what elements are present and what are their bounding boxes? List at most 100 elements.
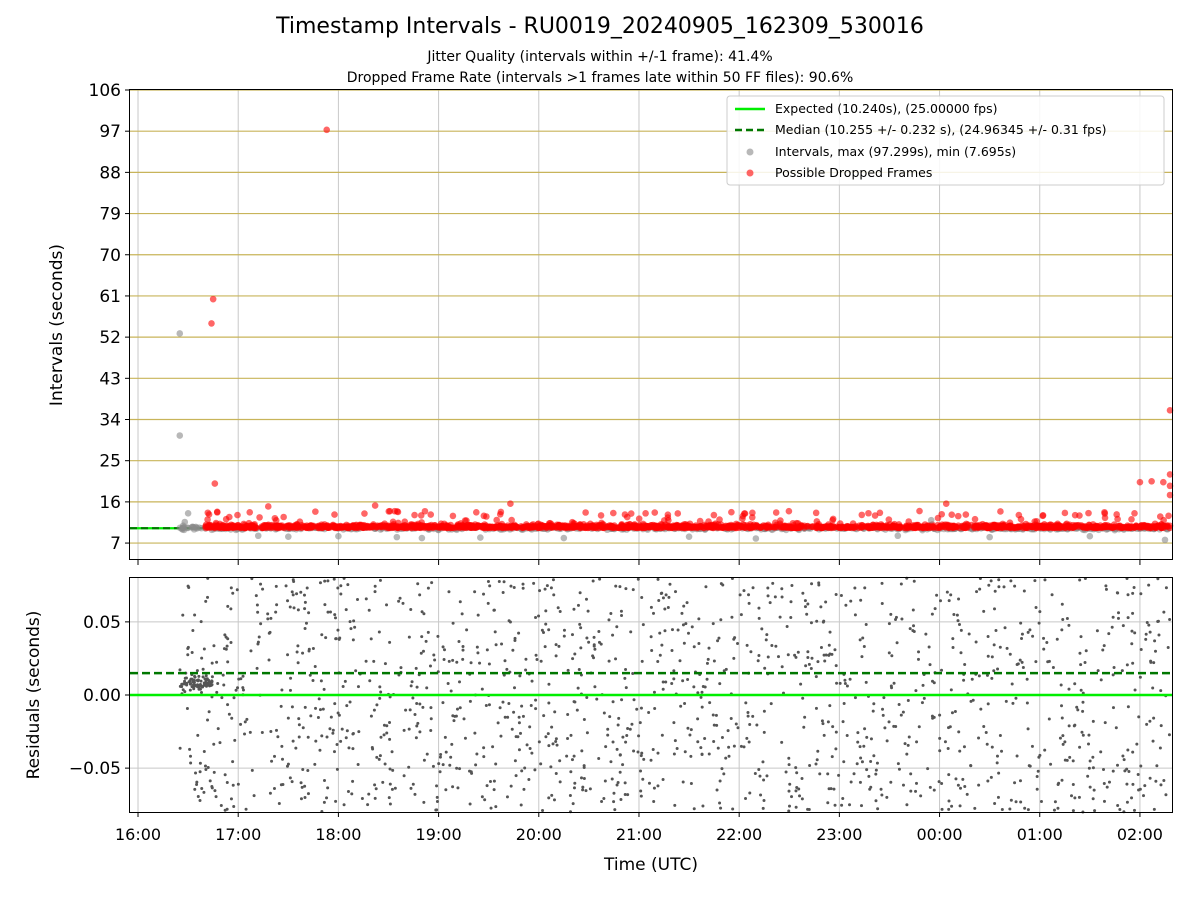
residual-point [858, 638, 862, 642]
residual-point [409, 684, 413, 688]
residual-point [318, 708, 322, 712]
residual-point [204, 767, 208, 771]
residual-point [986, 634, 990, 638]
residual-point [546, 732, 550, 736]
residual-point [683, 750, 687, 754]
residual-point [1121, 624, 1125, 628]
residual-point [660, 733, 664, 737]
residual-point [642, 757, 646, 761]
residual-point [1151, 739, 1155, 743]
residual-point [903, 742, 907, 746]
residual-point [639, 754, 643, 758]
residual-point [778, 615, 782, 619]
residual-point [1137, 715, 1141, 719]
dropped-frame-point [549, 523, 557, 531]
residual-point [326, 579, 330, 583]
residual-point [1015, 663, 1019, 667]
residual-point [571, 657, 575, 661]
residual-point [986, 779, 990, 783]
dropped-frame-point [597, 512, 605, 519]
residual-point [817, 583, 821, 587]
residual-point [649, 635, 653, 639]
dropped-frame-point [271, 514, 279, 522]
residual-point [688, 733, 692, 737]
residual-point [259, 622, 263, 626]
residual-point [762, 709, 766, 713]
residual-point [432, 653, 436, 657]
residual-point [774, 644, 778, 648]
residual-point [958, 804, 962, 808]
residual-point [1071, 759, 1075, 763]
residual-point [484, 703, 488, 707]
residual-point [483, 798, 487, 802]
dropped-frame-point [427, 511, 435, 518]
residual-point [954, 777, 958, 781]
residual-point [982, 724, 986, 728]
residual-point [404, 708, 408, 712]
residual-point [333, 702, 337, 706]
residual-point [806, 650, 810, 654]
dropped-frame-point [1166, 471, 1174, 478]
residual-point [704, 585, 708, 589]
x-tick-label: 02:00 [1117, 825, 1163, 844]
residual-point [993, 589, 997, 593]
residual-point [229, 640, 233, 644]
residual-point [602, 796, 606, 800]
dropped-frame-point [391, 507, 399, 515]
residual-point [202, 681, 206, 685]
residual-point [727, 745, 731, 749]
residual-point [231, 591, 235, 595]
dropped-frame-point [1141, 522, 1148, 529]
residual-point [961, 777, 965, 781]
residual-point [675, 747, 679, 751]
residual-point [926, 767, 930, 771]
residual-point [212, 770, 216, 774]
residual-point [638, 721, 642, 725]
legend-median-label: Median (10.255 +/- 0.232 s), (24.96345 +… [775, 122, 1106, 137]
residual-point [780, 665, 784, 669]
residual-point [1139, 592, 1143, 596]
residual-point [475, 752, 479, 756]
residual-point [303, 705, 307, 709]
x-tick-label: 18:00 [315, 825, 361, 844]
dropped-frame-point [664, 514, 672, 521]
dropped-frame-point [948, 511, 956, 519]
dropped-frame-point [1101, 514, 1109, 522]
residual-point [517, 721, 521, 725]
residual-point [787, 763, 791, 767]
dropped-frame-point [730, 524, 738, 531]
residual-point [422, 612, 426, 616]
residual-point [736, 726, 740, 730]
residual-point [989, 775, 993, 779]
residual-point [280, 744, 284, 748]
residual-point [455, 766, 459, 770]
residual-point [1018, 658, 1022, 662]
residual-point [619, 609, 623, 613]
dropped-frame-point [1136, 478, 1144, 486]
residual-point [308, 673, 312, 677]
residual-point [291, 593, 295, 597]
residual-point [626, 793, 630, 797]
residual-point [719, 618, 723, 622]
residual-point [621, 763, 625, 767]
residual-point [463, 736, 467, 740]
residual-point [512, 585, 516, 589]
residual-point [917, 725, 921, 729]
residual-point [480, 687, 484, 691]
residual-point [279, 783, 283, 787]
residual-point [946, 747, 950, 751]
residual-point [388, 802, 392, 806]
residual-point [887, 622, 891, 626]
residual-point [636, 577, 640, 581]
residual-point [871, 709, 875, 713]
residual-point [469, 770, 473, 774]
residual-point [243, 720, 247, 724]
residual-point [200, 656, 204, 660]
residual-point [1011, 701, 1015, 705]
residual-point [998, 645, 1002, 649]
residual-point [286, 762, 290, 766]
residual-point [989, 579, 993, 583]
residual-point [914, 789, 918, 793]
residual-point [1021, 665, 1025, 669]
residual-point [482, 755, 486, 759]
